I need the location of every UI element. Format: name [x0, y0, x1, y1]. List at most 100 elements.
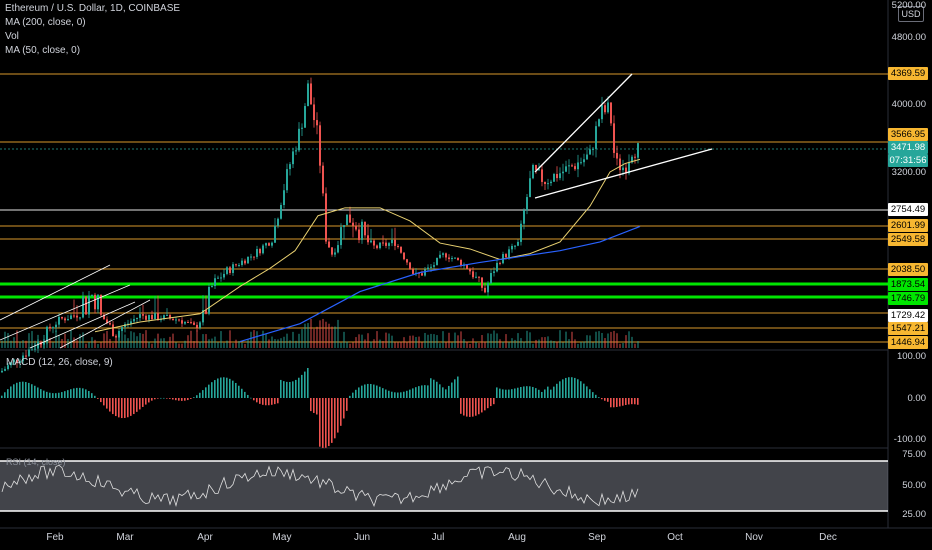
- volume-bar: [166, 341, 168, 348]
- macd-histogram-bar: [232, 380, 234, 398]
- candle-body: [148, 315, 150, 320]
- volume-bar: [271, 336, 273, 348]
- candle-body: [376, 245, 378, 249]
- volume-bar: [208, 339, 210, 348]
- candle-body: [115, 336, 117, 338]
- candle-body: [481, 277, 483, 288]
- volume-bar: [289, 340, 291, 348]
- volume-bar: [622, 342, 624, 348]
- time-axis-label: Nov: [745, 532, 763, 543]
- candle-body: [511, 245, 513, 250]
- volume-bar: [268, 339, 270, 348]
- macd-histogram-bar: [157, 398, 159, 399]
- macd-histogram-bar: [430, 378, 432, 398]
- volume-bar: [478, 343, 480, 348]
- macd-histogram-bar: [511, 389, 513, 398]
- macd-histogram-bar: [562, 379, 564, 398]
- price-tag-2601: 2601.99: [888, 219, 928, 232]
- volume-bar: [136, 336, 138, 348]
- candle-body: [547, 183, 549, 185]
- macd-histogram-bar: [571, 377, 573, 398]
- volume-bar: [382, 341, 384, 348]
- volume-bar: [13, 337, 15, 348]
- candle-body: [187, 321, 189, 323]
- current-price-tag: 3471.98: [888, 141, 928, 154]
- candle-body: [295, 150, 297, 152]
- macd-histogram-bar: [94, 395, 96, 398]
- candle-body: [10, 362, 12, 366]
- volume-bar: [76, 340, 78, 348]
- macd-histogram-bar: [205, 387, 207, 398]
- macd-histogram-bar: [514, 388, 516, 398]
- macd-histogram-bar: [616, 398, 618, 407]
- candle-body: [241, 260, 243, 265]
- volume-bar: [100, 342, 102, 348]
- macd-histogram-bar: [535, 388, 537, 398]
- candle-body: [364, 221, 366, 236]
- volume-bar: [427, 334, 429, 348]
- volume-bar: [61, 338, 63, 348]
- macd-histogram-bar: [541, 391, 543, 398]
- volume-bar: [124, 334, 126, 348]
- candle-body: [400, 247, 402, 253]
- symbol-title[interactable]: Ethereum / U.S. Dollar, 1D, COINBASE: [5, 3, 181, 14]
- candle-body: [52, 327, 54, 329]
- macd-histogram-bar: [88, 391, 90, 398]
- macd-histogram-bar: [34, 385, 36, 398]
- ma200-label[interactable]: MA (200, close, 0): [5, 17, 86, 28]
- currency-button[interactable]: USD: [898, 6, 924, 22]
- macd-histogram-bar: [400, 392, 402, 398]
- volume-bar: [229, 330, 231, 348]
- candle-body: [19, 361, 21, 363]
- volume-bar: [118, 331, 120, 348]
- macd-histogram-bar: [226, 377, 228, 398]
- macd-histogram-bar: [253, 398, 255, 401]
- candle-body: [178, 319, 180, 321]
- macd-histogram-bar: [61, 392, 63, 398]
- candle-body: [508, 249, 510, 258]
- bar-countdown-tag: 07:31:56: [888, 154, 928, 167]
- candle-body: [439, 254, 441, 258]
- vol-label[interactable]: Vol: [5, 31, 19, 42]
- volume-bar: [184, 340, 186, 348]
- volume-bar: [286, 333, 288, 348]
- macd-histogram-bar: [265, 398, 267, 406]
- candle-body: [433, 265, 435, 267]
- candle-body: [622, 167, 624, 171]
- macd-histogram-bar: [526, 386, 528, 398]
- volume-bar: [46, 337, 48, 348]
- channel-trendline: [59, 299, 151, 349]
- volume-bar: [583, 341, 585, 348]
- macd-histogram-bar: [64, 391, 66, 398]
- time-axis-label: Jun: [353, 532, 371, 543]
- macd-histogram-bar: [55, 393, 57, 398]
- candle-body: [442, 253, 444, 255]
- candle-body: [397, 245, 399, 248]
- ma50-label[interactable]: MA (50, close, 0): [5, 45, 81, 56]
- macd-histogram-bar: [304, 371, 306, 398]
- volume-bar: [355, 337, 357, 348]
- candle-body: [340, 227, 342, 246]
- volume-bar: [376, 331, 378, 348]
- volume-bar: [406, 341, 408, 348]
- macd-histogram-bar: [463, 398, 465, 416]
- volume-bar: [232, 343, 234, 348]
- volume-bar: [457, 335, 459, 348]
- macd-legend[interactable]: MACD (12, 26, close, 9): [6, 357, 113, 368]
- macd-histogram-bar: [631, 398, 633, 405]
- macd-histogram-bar: [178, 398, 180, 401]
- volume-bar: [328, 323, 330, 348]
- rsi-legend[interactable]: RSI (14, close): [6, 457, 66, 467]
- volume-bar: [205, 334, 207, 348]
- macd-histogram-bar: [334, 398, 336, 439]
- candle-body: [73, 315, 75, 317]
- macd-histogram-bar: [172, 398, 174, 400]
- volume-bar: [616, 333, 618, 348]
- candle-body: [637, 143, 639, 158]
- volume-bar: [367, 333, 369, 348]
- candle-body: [562, 171, 564, 174]
- macd-histogram-bar: [376, 385, 378, 398]
- candle-body: [571, 165, 573, 167]
